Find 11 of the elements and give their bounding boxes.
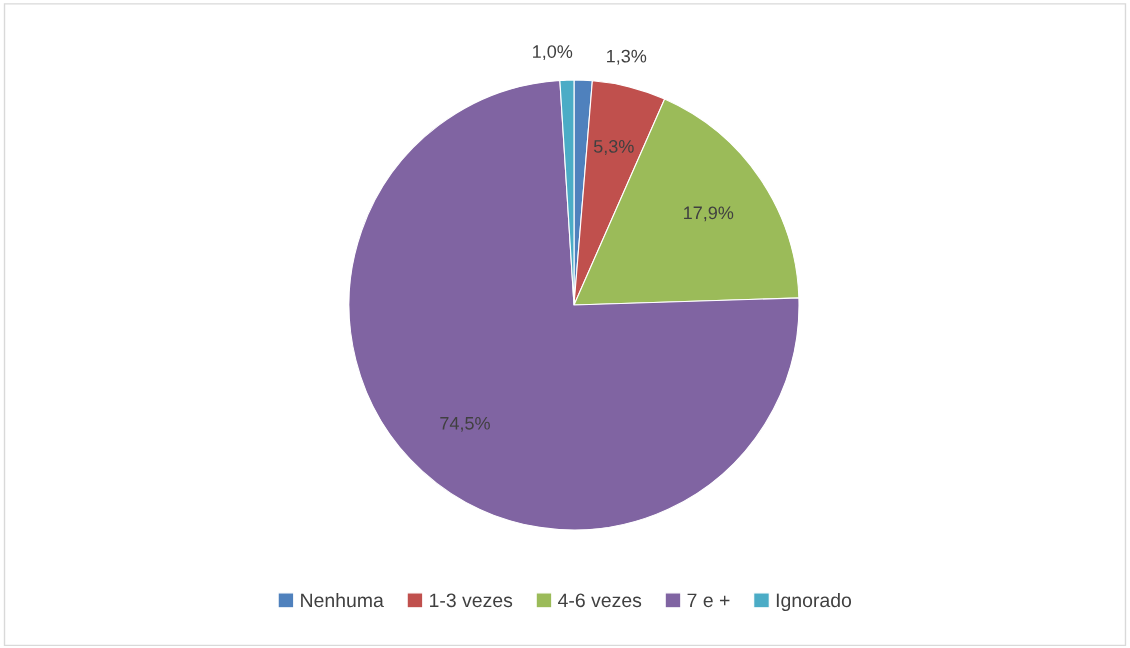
pie-slice — [349, 80, 799, 530]
legend-label: 4-6 vezes — [558, 593, 642, 608]
data-label: 1,0% — [533, 45, 573, 61]
legend-label: 7 e + — [687, 593, 730, 608]
data-label: 74,5% — [440, 416, 490, 432]
legend-label: Nenhuma — [301, 592, 384, 608]
data-label: 5,3% — [593, 140, 634, 155]
data-label: 17,9% — [684, 206, 734, 222]
data-label: 1,3% — [607, 49, 647, 65]
legend-label: 1-3 vezes — [430, 593, 513, 608]
legend-label: Ignorado — [776, 592, 852, 612]
